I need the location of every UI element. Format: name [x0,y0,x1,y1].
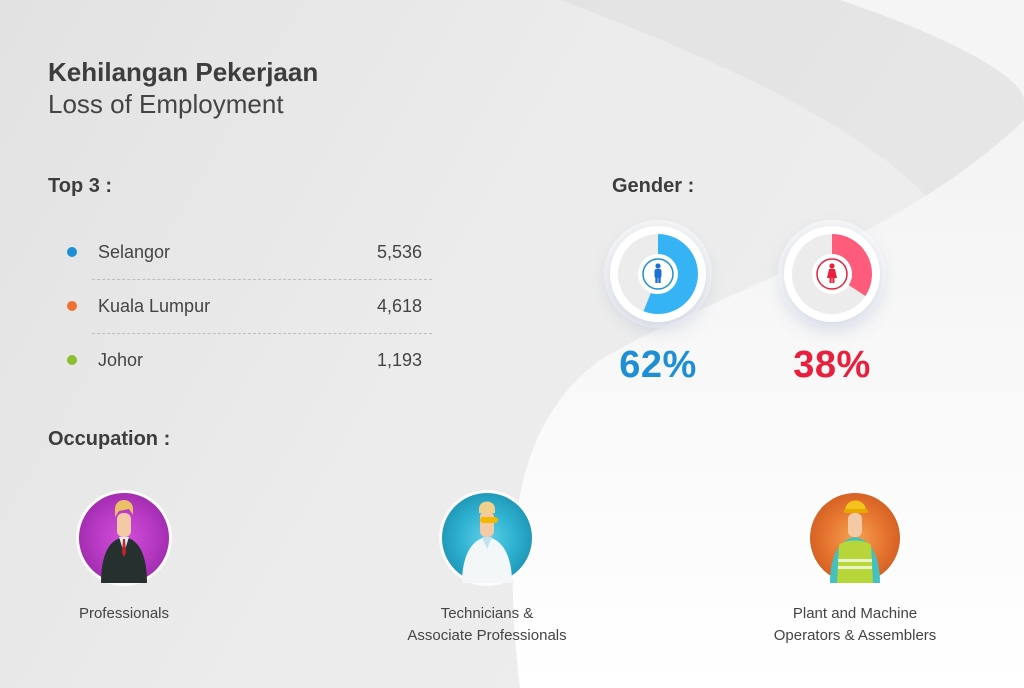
state-value: 4,618 [376,295,422,316]
occupation-technicians: Technicians & Associate Professionals [387,493,587,647]
male-donut [610,226,706,322]
gender-male-card: 62% [598,226,718,387]
occupation-heading: Occupation : [48,428,171,450]
businessman-icon [79,493,169,583]
male-percent: 62% [619,344,697,386]
state-value: 5,536 [376,241,422,262]
top3-heading: Top 3 : [48,175,113,197]
title-malay: Kehilangan Pekerjaan [48,57,319,87]
female-percent: 38% [793,344,871,386]
bullet-dot-icon [67,301,77,311]
bullet-dot-icon [67,355,77,365]
lab-technician-icon [442,493,532,583]
state-name: Johor [98,349,144,370]
title-english: Loss of Employment [48,89,284,119]
state-name: Selangor [98,241,171,262]
construction-worker-icon [810,493,900,583]
top3-list: Selangor 5,536 Kuala Lumpur 4,618 Johor … [60,225,432,387]
list-item: Johor 1,193 [60,333,432,387]
gender-heading: Gender : [612,175,695,197]
occupation-label: Plant and Machine Operators & Assemblers [773,605,937,644]
title-block: Kehilangan Pekerjaan Loss of Employment [48,57,318,121]
list-item: Kuala Lumpur 4,618 [60,279,432,333]
list-item: Selangor 5,536 [60,225,432,279]
state-name: Kuala Lumpur [98,295,211,316]
occupation-operators: Plant and Machine Operators & Assemblers [745,493,965,647]
bullet-dot-icon [67,247,77,257]
gender-female-card: 38% [772,226,892,387]
male-icon [654,263,662,283]
occupation-label: Professionals [78,605,170,622]
occupation-professionals: Professionals [54,493,194,625]
female-donut [784,226,880,322]
state-value: 1,193 [376,349,422,370]
female-icon [827,263,837,283]
occupation-label: Technicians & Associate Professionals [407,605,567,644]
